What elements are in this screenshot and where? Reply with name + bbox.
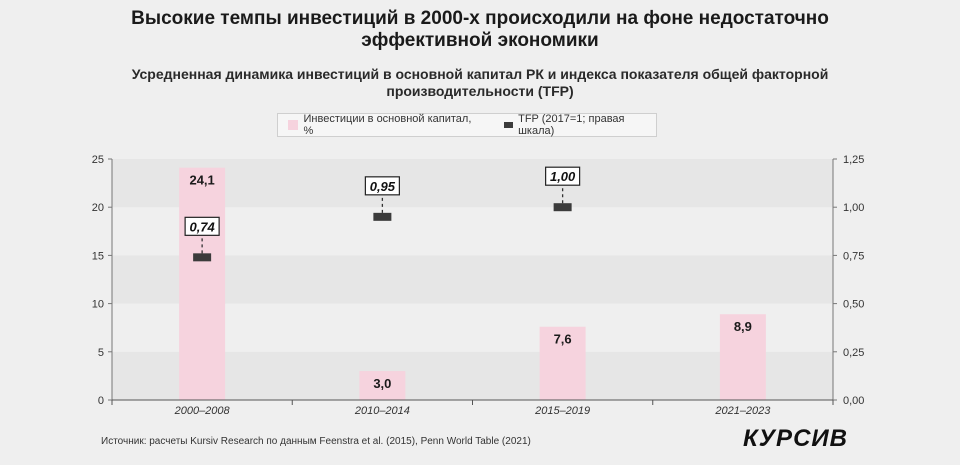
legend-investments-label: Инвестиции в основной капитал, % <box>303 113 472 137</box>
y2-tick-label: 0,00 <box>843 395 864 407</box>
chart-title: Высокие темпы инвестиций в 2000-х происх… <box>131 8 829 51</box>
grid-band <box>112 303 833 352</box>
y2-tick-label: 0,50 <box>843 299 864 311</box>
grid-band <box>112 351 833 400</box>
grid-band <box>112 159 833 208</box>
legend-tfp-swatch <box>503 122 514 128</box>
bar-2010–2014 <box>359 371 406 400</box>
tfp-value-label: 0,74 <box>189 219 215 234</box>
legend-item-tfp: TFP (2017=1; правая шкала) <box>476 113 656 137</box>
grid-band <box>112 255 833 304</box>
tfp-value-label: 1,00 <box>550 169 576 184</box>
tfp-marker <box>553 203 572 212</box>
y-tick-label: 15 <box>92 250 104 262</box>
y2-tick-label: 1,25 <box>843 154 864 166</box>
bar-2021–2023 <box>719 314 766 400</box>
bar-value-label: 3,0 <box>373 376 391 391</box>
x-tick-label: 2000–2008 <box>174 405 231 417</box>
tfp-marker <box>193 253 212 262</box>
source-note: Источник: расчеты Kursiv Research по дан… <box>101 436 531 447</box>
y2-tick-label: 0,75 <box>843 250 864 262</box>
x-tick-label: 2021–2023 <box>714 405 771 417</box>
y-tick-label: 0 <box>98 395 104 407</box>
y2-tick-label: 0,25 <box>843 347 864 359</box>
bar-2015–2019 <box>539 326 586 400</box>
legend-tfp-label: TFP (2017=1; правая шкала) <box>518 113 625 137</box>
tfp-label-box <box>545 166 581 186</box>
bar-value-label: 8,9 <box>734 319 752 334</box>
y-tick-label: 5 <box>98 347 104 359</box>
tfp-value-label: 0,95 <box>370 179 396 194</box>
grid-band <box>112 207 833 256</box>
y2-tick-label: 1,00 <box>843 202 864 214</box>
tfp-label-box <box>364 176 400 196</box>
kursiv-logo: КУРСИВ <box>743 425 848 452</box>
bar-value-label: 24,1 <box>189 173 214 188</box>
tfp-label-box <box>184 216 220 236</box>
y-tick-label: 10 <box>92 299 104 311</box>
legend-bar-swatch <box>288 120 298 130</box>
tfp-marker <box>373 212 392 221</box>
bar-value-label: 7,6 <box>554 332 572 347</box>
y-tick-label: 20 <box>92 202 104 214</box>
y-tick-label: 25 <box>92 154 104 166</box>
chart-subtitle: Усредненная динамика инвестиций в основн… <box>131 66 829 99</box>
bar-2000–2008 <box>179 167 226 400</box>
legend-item-investments: Инвестиции в основной капитал, % <box>278 113 476 137</box>
legend: Инвестиции в основной капитал, % TFP (20… <box>277 113 657 137</box>
x-tick-label: 2010–2014 <box>354 405 410 417</box>
x-tick-label: 2015–2019 <box>534 405 590 417</box>
